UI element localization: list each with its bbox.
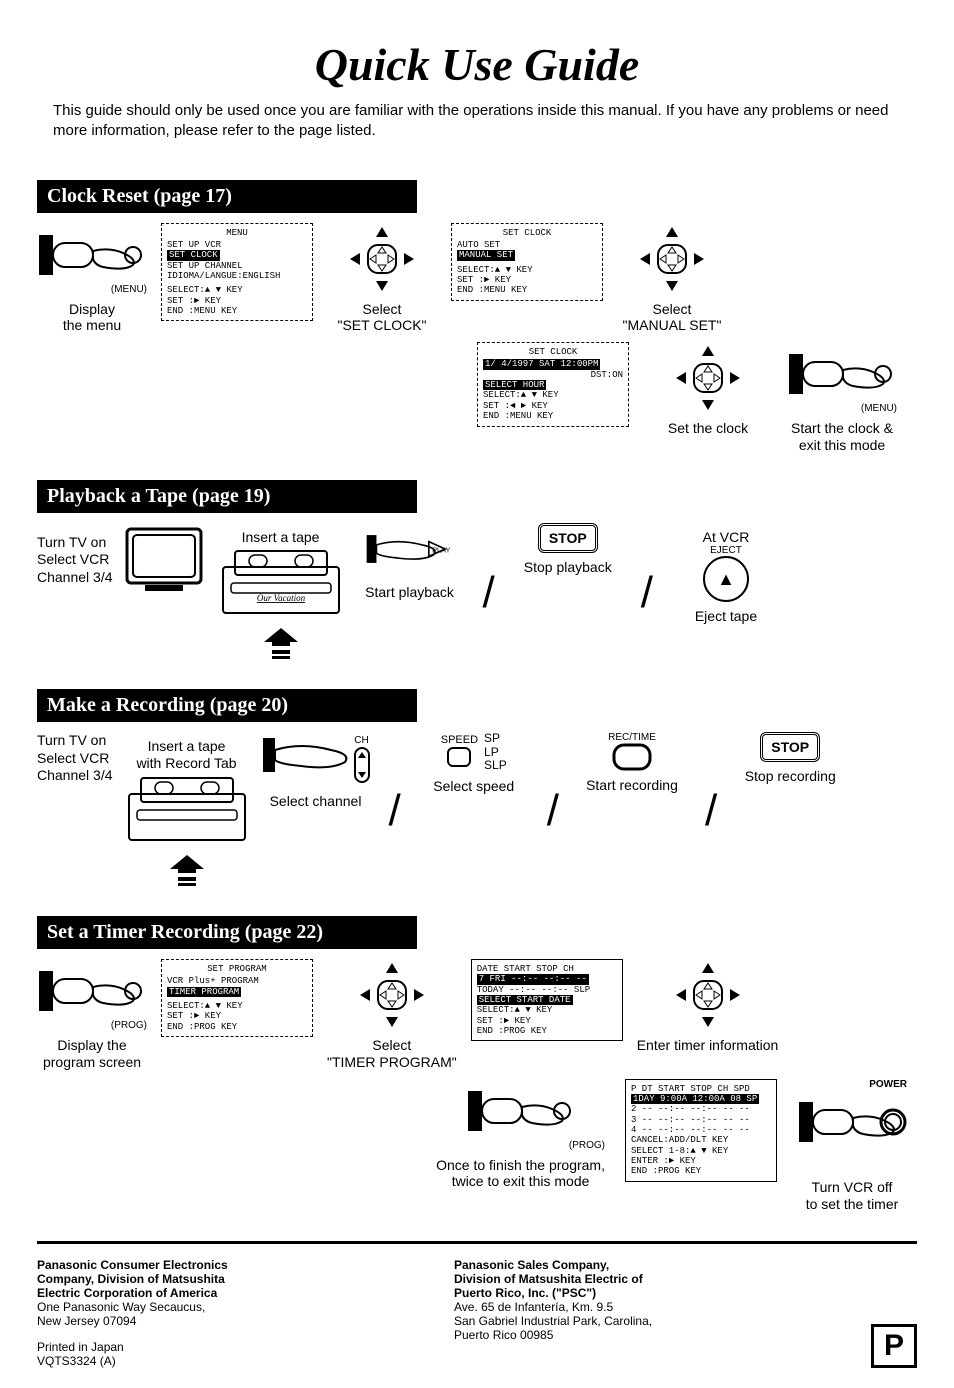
display-program-label: Display the program screen <box>43 1037 141 1071</box>
dpad-icon <box>672 959 744 1031</box>
stop-button: STOP <box>538 523 598 553</box>
insert-tape-label: Insert a tape <box>242 529 320 546</box>
hand-prog-icon <box>466 1079 576 1146</box>
section-header-clock: Clock Reset (page 17) <box>37 180 417 213</box>
start-exit-label: Start the clock & exit this mode <box>791 420 893 454</box>
stop-button-rec: STOP <box>760 732 820 762</box>
at-vcr-label: At VCR <box>703 529 750 546</box>
eject-button: ▲ <box>703 556 749 602</box>
menu-btn-label: (MENU) <box>111 284 147 295</box>
rectime-button-icon <box>612 743 652 771</box>
footer: Panasonic Consumer Electronics Company, … <box>37 1258 917 1368</box>
slash-divider: / <box>637 568 657 618</box>
page-title: Quick Use Guide <box>37 38 917 91</box>
tape-icon: Our Vacation <box>221 545 341 628</box>
hand-menu-icon <box>37 223 147 290</box>
hand-prog-icon <box>37 959 147 1026</box>
section-header-record: Make a Recording (page 20) <box>37 689 417 722</box>
section-header-timer: Set a Timer Recording (page 22) <box>37 916 417 949</box>
osd-menu: MENU SET UP VCR SET CLOCK SET UP CHANNEL… <box>161 223 313 322</box>
tv-icon <box>121 523 207 598</box>
start-recording-label: Start recording <box>586 777 678 794</box>
arrow-up-icon <box>170 855 204 890</box>
p-logo: P <box>871 1324 917 1368</box>
slash-divider: / <box>543 786 563 836</box>
intro-text: This guide should only be used once you … <box>53 101 901 142</box>
select-channel-label: Select channel <box>270 793 362 810</box>
insert-tape-tab-label: Insert a tape with Record Tab <box>136 738 236 772</box>
svg-text:PLAY: PLAY <box>432 545 450 554</box>
stop-recording-label: Stop recording <box>745 768 836 785</box>
footer-col-1: Panasonic Consumer Electronics Company, … <box>37 1258 414 1368</box>
display-menu-label: Display the menu <box>63 301 121 335</box>
rectime-label: REC/TIME <box>608 732 656 743</box>
prog-btn-label2: (PROG) <box>569 1140 605 1151</box>
dpad-icon <box>636 223 708 295</box>
osd-set-program: SET PROGRAM VCR Plus+ PROGRAM TIMER PROG… <box>161 959 313 1037</box>
speed-button-icon <box>446 746 472 768</box>
section-header-playback: Playback a Tape (page 19) <box>37 480 417 513</box>
hand-play-icon: PLAY <box>365 523 455 578</box>
prog-btn-label: (PROG) <box>111 1020 147 1031</box>
svg-text:Our Vacation: Our Vacation <box>256 593 305 603</box>
start-playback-label: Start playback <box>365 584 454 601</box>
select-timer-program-label: Select "TIMER PROGRAM" <box>327 1037 457 1071</box>
turn-tv-on-label: Turn TV on Select VCR Channel 3/4 <box>37 534 113 587</box>
set-clock-label: Set the clock <box>668 420 748 437</box>
select-speed-label: Select speed <box>433 778 514 795</box>
ch-label: CH <box>354 735 368 746</box>
tape-icon <box>127 772 247 855</box>
slash-divider: / <box>701 786 721 836</box>
speed-label: SPEED <box>441 734 478 746</box>
hand-menu-icon <box>787 342 897 409</box>
menu-btn-label2: (MENU) <box>861 403 897 414</box>
turn-tv-label-rec: Turn TV on Select VCR Channel 3/4 <box>37 732 113 785</box>
eject-label: EJECT <box>710 545 742 556</box>
eject-tape-label: Eject tape <box>695 608 757 625</box>
osd-clock-detail: SET CLOCK 1/ 4/1997 SAT 12:00PM DST:ON S… <box>477 342 629 426</box>
slash-divider: / <box>479 568 499 618</box>
slash-divider: / <box>385 786 405 836</box>
select-manual-label: Select "MANUAL SET" <box>623 301 722 335</box>
turn-vcr-off-label: Turn VCR off to set the timer <box>806 1163 899 1213</box>
hand-channel-icon <box>261 732 351 787</box>
stop-playback-label: Stop playback <box>524 559 612 576</box>
osd-timer-entry: DATE START STOP CH 7 FRI --:-- --:-- -- … <box>471 959 623 1041</box>
ch-rocker-icon <box>353 746 371 784</box>
footer-divider <box>37 1241 917 1244</box>
osd-program-list: P DT START STOP CH SPD 1DAY 9:00A 12:00A… <box>625 1079 777 1182</box>
dpad-icon <box>346 223 418 295</box>
dpad-icon <box>672 342 744 414</box>
osd-set-clock: SET CLOCK AUTO SET MANUAL SET SELECT:▲ ▼… <box>451 223 603 301</box>
footer-col-2: Panasonic Sales Company, Division of Mat… <box>454 1258 831 1342</box>
enter-timer-info-label: Enter timer information <box>637 1037 779 1054</box>
speed-options: SP LP SLP <box>484 732 507 772</box>
select-set-clock-label: Select "SET CLOCK" <box>337 301 426 335</box>
power-label: POWER <box>869 1079 907 1090</box>
arrow-up-icon <box>264 628 298 663</box>
once-twice-label: Once to finish the program, twice to exi… <box>436 1157 605 1191</box>
dpad-icon <box>356 959 428 1031</box>
hand-power-icon <box>797 1090 907 1157</box>
